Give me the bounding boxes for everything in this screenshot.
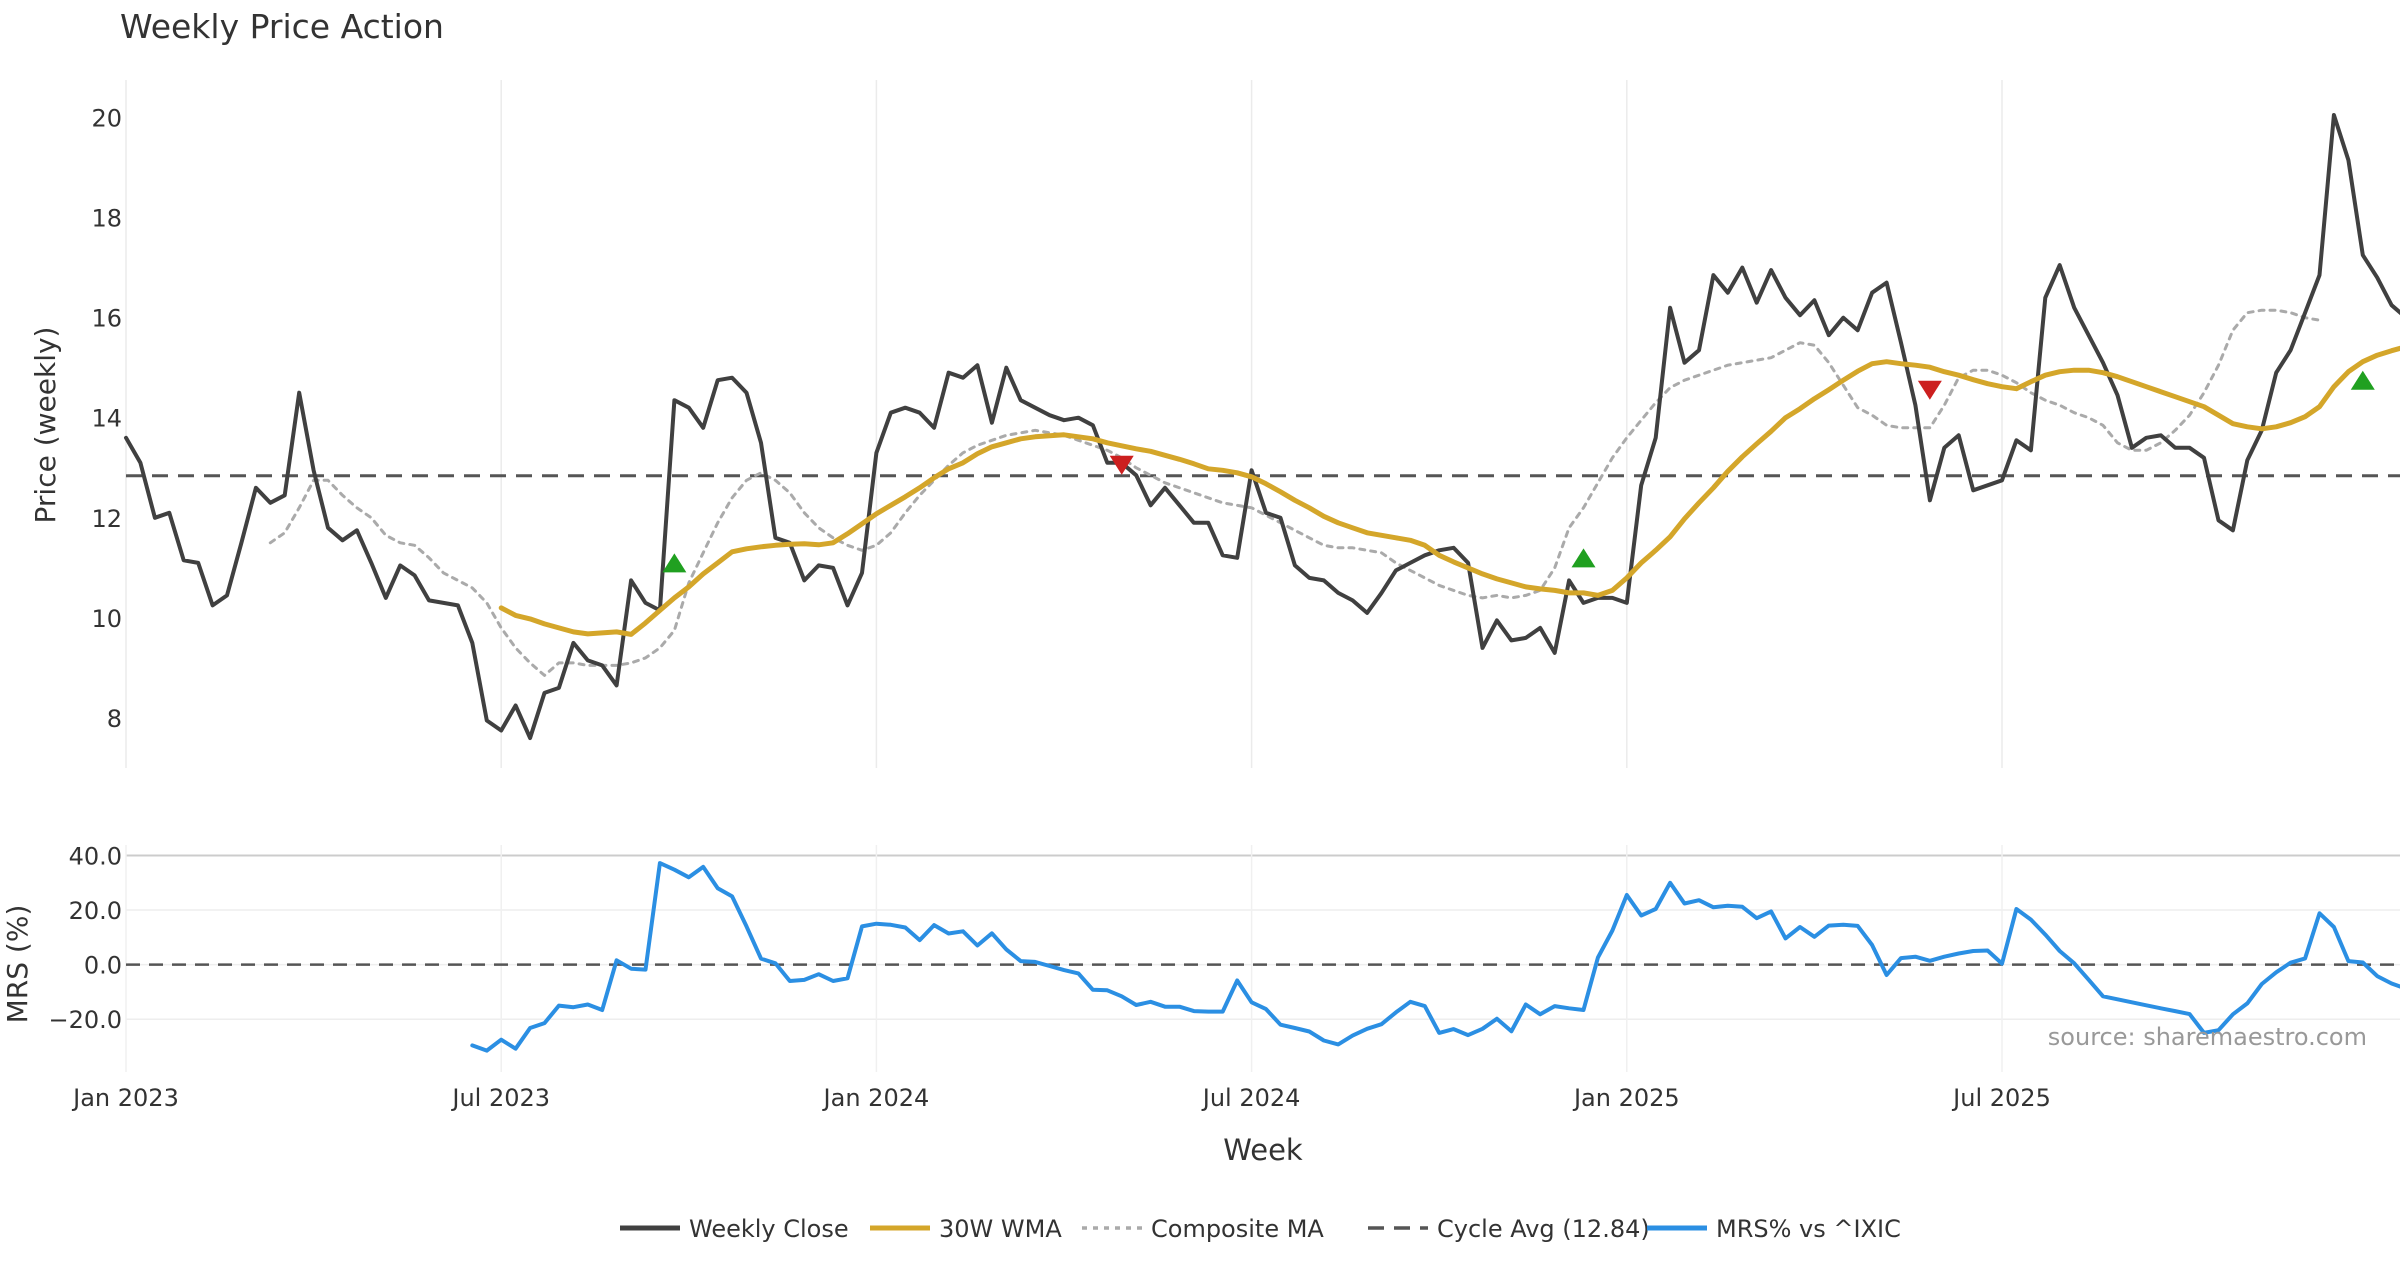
price-y-tick-label: 18 xyxy=(91,205,122,233)
x-tick-label: Jul 2023 xyxy=(450,1084,550,1112)
chart-title: Weekly Price Action xyxy=(120,7,444,46)
price-y-tick-label: 20 xyxy=(91,105,122,133)
legend-label: 30W WMA xyxy=(939,1215,1062,1243)
mrs-series-line xyxy=(470,861,2400,1053)
buy-signal-marker xyxy=(662,553,687,573)
x-tick-label: Jan 2025 xyxy=(1572,1084,1680,1112)
x-tick-label: Jul 2025 xyxy=(1951,1084,2051,1112)
buy-signal-marker xyxy=(2350,370,2375,390)
price-y-axis-label: Price (weekly) xyxy=(29,327,62,524)
legend-label: Cycle Avg (12.84) xyxy=(1437,1215,1650,1243)
price-weekly-close-line xyxy=(124,113,2400,740)
mrs-panel: −20.0 0.0 20.0 40.0 xyxy=(48,842,2400,1072)
price-panel: 8 10 12 14 16 18 20 xyxy=(91,80,2400,768)
legend-label: Weekly Close xyxy=(689,1215,849,1243)
sell-signal-marker xyxy=(1917,380,1942,400)
x-tick-label: Jul 2024 xyxy=(1201,1084,1301,1112)
legend-label: Composite MA xyxy=(1151,1215,1324,1243)
price-y-tick-label: 10 xyxy=(91,605,122,633)
buy-signal-marker xyxy=(1571,548,1596,568)
mrs-y-tick-label: 20.0 xyxy=(69,897,122,925)
price-composite-ma-line xyxy=(268,308,2321,677)
x-tick-label: Jan 2024 xyxy=(822,1084,930,1112)
price-y-tick-label: 12 xyxy=(91,505,122,533)
price-y-tick-label: 14 xyxy=(91,405,122,433)
x-axis-label: Week xyxy=(1223,1133,1303,1167)
price-30w-wma-line xyxy=(498,345,2400,637)
mrs-y-tick-label: 40.0 xyxy=(69,842,122,870)
mrs-y-tick-label: 0.0 xyxy=(84,952,122,980)
price-y-tick-label: 16 xyxy=(91,305,122,333)
mrs-y-tick-label: −20.0 xyxy=(48,1006,122,1034)
legend-label: MRS% vs ^IXIC xyxy=(1716,1215,1901,1243)
source-label: source: sharemaestro.com xyxy=(2048,1023,2367,1051)
legend: Weekly Close 30W WMA Composite MA Cycle Avg… xyxy=(620,1215,1901,1243)
x-tick-label: Jan 2023 xyxy=(71,1084,179,1112)
price-y-tick-label: 8 xyxy=(107,705,122,733)
sell-signal-marker xyxy=(1109,455,1134,475)
x-axis-ticks: Jan 2023 Jul 2023 Jan 2024 Jul 2024 Jan 2025… xyxy=(71,1084,2051,1112)
mrs-y-axis-label: MRS (%) xyxy=(1,905,34,1024)
